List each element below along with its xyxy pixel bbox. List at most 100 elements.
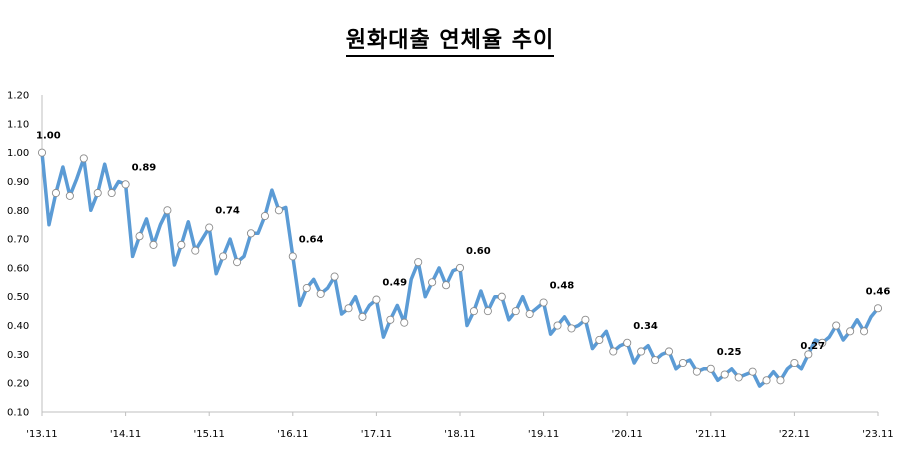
data-point	[274, 206, 283, 215]
data-label: 0.46	[866, 286, 891, 297]
y-tick-label: 1.00	[7, 148, 29, 159]
y-tick-label: 0.60	[7, 263, 29, 274]
x-tick-label: '13.11	[26, 429, 57, 440]
data-point	[511, 307, 520, 316]
chart-title-text: 원화대출 연체율 추이	[345, 28, 555, 57]
data-point	[497, 292, 506, 301]
data-point	[107, 188, 116, 198]
data-point	[149, 240, 158, 249]
y-tick-label: 0.30	[7, 350, 29, 361]
y-tick-label: 1.10	[7, 119, 29, 130]
data-point	[246, 229, 256, 238]
data-point	[525, 309, 534, 319]
x-tick-label: '17.11	[361, 429, 392, 440]
data-point	[163, 206, 172, 215]
x-tick-label: '21.11	[695, 429, 726, 440]
axes: 0.10 0.20 0.30 0.40 0.50 0.60 0.70 0.80 0.90 1.00…	[7, 91, 894, 441]
data-point	[692, 367, 701, 376]
data-point	[776, 376, 785, 385]
y-tick-label: 0.40	[7, 321, 29, 332]
data-point	[65, 191, 74, 200]
data-point	[762, 376, 771, 385]
data-point	[664, 347, 674, 356]
data-point	[818, 338, 827, 347]
data-label: 0.64	[299, 234, 324, 245]
data-point	[581, 315, 590, 324]
chart-title: 원화대출 연체율 추이	[0, 22, 900, 57]
data-label: 0.48	[550, 280, 575, 291]
data-point	[637, 347, 646, 356]
data-point	[79, 154, 88, 163]
data-point	[135, 232, 144, 241]
data-labels-layer: 1.00 0.89 0.74 0.64 0.49 0.60 0.48 0.34 0.25 0.27…	[36, 131, 890, 358]
data-point	[623, 338, 632, 347]
y-tick-label: 0.10	[7, 408, 29, 419]
data-point	[832, 321, 841, 330]
data-label: 1.00	[36, 131, 61, 142]
data-point	[609, 347, 618, 356]
data-point	[316, 289, 325, 298]
data-point	[51, 188, 60, 198]
data-point	[288, 252, 297, 261]
data-point	[414, 258, 423, 267]
data-point	[873, 304, 883, 313]
data-point	[567, 324, 576, 333]
data-point	[469, 307, 478, 316]
data-point	[748, 367, 757, 376]
data-point	[191, 246, 200, 255]
data-points-layer	[37, 148, 883, 385]
data-point	[386, 315, 395, 324]
y-tick-label: 0.80	[7, 206, 29, 217]
data-point	[651, 356, 660, 365]
data-point	[330, 272, 339, 281]
data-point	[93, 188, 102, 198]
data-label: 0.27	[800, 341, 825, 352]
data-point	[400, 318, 409, 327]
data-point	[804, 350, 813, 359]
data-point	[37, 148, 47, 157]
data-point	[846, 327, 855, 336]
data-point	[706, 364, 715, 373]
y-tick-label: 0.20	[7, 379, 29, 390]
data-label: 0.89	[132, 162, 157, 173]
x-tick-label: '16.11	[277, 429, 308, 440]
data-point	[177, 240, 186, 249]
x-tick-label: '18.11	[444, 429, 475, 440]
x-tick-label: '19.11	[528, 429, 559, 440]
data-point	[358, 312, 367, 321]
data-label: 0.34	[633, 321, 658, 332]
data-point	[790, 358, 799, 368]
data-point	[205, 223, 214, 232]
data-label: 0.74	[215, 206, 240, 217]
data-point	[260, 211, 269, 221]
x-tick-label: '23.11	[862, 429, 893, 440]
y-tick-label: 1.20	[7, 91, 29, 102]
data-point	[860, 327, 869, 336]
data-point	[720, 370, 729, 379]
data-point	[442, 281, 451, 290]
data-label: 0.25	[717, 347, 742, 358]
data-point	[233, 258, 242, 267]
y-tick-label: 0.90	[7, 177, 29, 188]
data-point	[553, 321, 562, 330]
data-label: 0.49	[382, 278, 407, 289]
data-point	[344, 304, 353, 313]
x-tick-label: '22.11	[779, 429, 810, 440]
y-tick-label: 0.70	[7, 235, 29, 246]
data-point	[302, 284, 311, 293]
y-tick-label: 0.50	[7, 292, 29, 303]
data-label: 0.60	[466, 246, 491, 257]
data-point	[121, 180, 130, 189]
data-point	[539, 298, 548, 307]
data-point	[428, 278, 437, 287]
x-tick-label: '15.11	[194, 429, 225, 440]
x-tick-label: '14.11	[110, 429, 141, 440]
data-point	[595, 335, 604, 345]
x-tick-label: '20.11	[612, 429, 643, 440]
data-point	[678, 358, 687, 368]
data-point	[455, 263, 465, 272]
data-point	[734, 373, 743, 382]
data-point	[219, 252, 228, 261]
data-point	[372, 295, 381, 304]
